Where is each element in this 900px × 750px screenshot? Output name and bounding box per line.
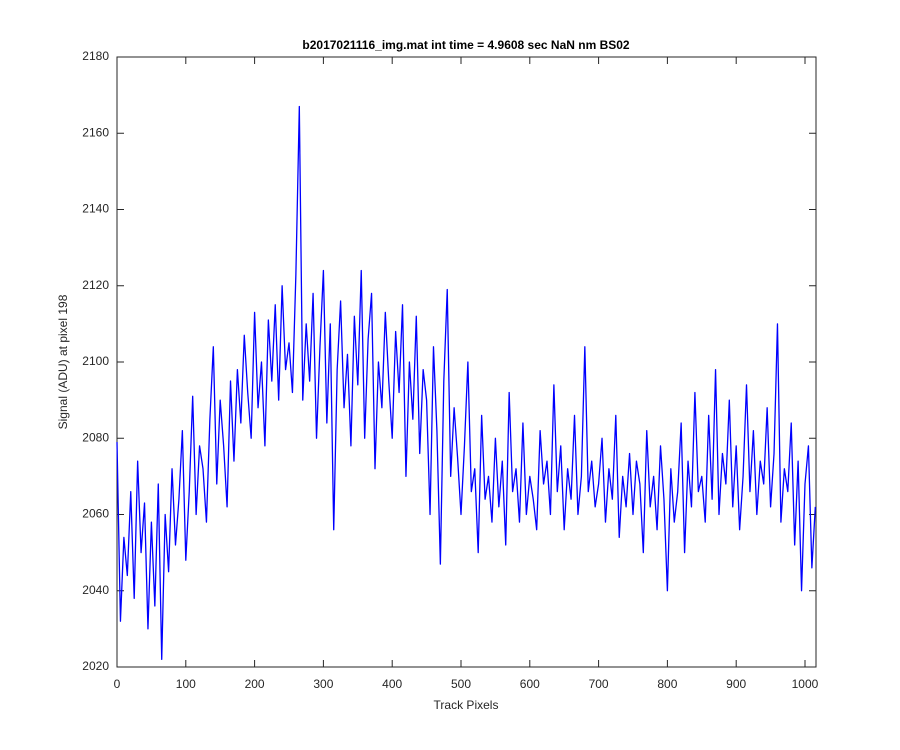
y-tick-label: 2060 <box>82 507 109 521</box>
x-tick-label: 600 <box>520 677 540 691</box>
y-tick-label: 2080 <box>82 430 109 444</box>
y-tick-label: 2020 <box>82 659 109 673</box>
x-axis-label: Track Pixels <box>434 698 499 712</box>
y-tick-label: 2100 <box>82 354 109 368</box>
y-tick-label: 2120 <box>82 278 109 292</box>
x-tick-label: 800 <box>657 677 677 691</box>
x-tick-label: 1000 <box>792 677 819 691</box>
y-tick-label: 2160 <box>82 125 109 139</box>
x-tick-label: 900 <box>726 677 746 691</box>
plot-frame <box>116 56 817 668</box>
x-tick-label: 300 <box>313 677 333 691</box>
x-tick-label: 200 <box>245 677 265 691</box>
y-tick-label: 2140 <box>82 202 109 216</box>
x-tick-label: 100 <box>176 677 196 691</box>
y-tick-label: 2180 <box>82 49 109 63</box>
x-tick-label: 500 <box>451 677 471 691</box>
x-tick-label: 0 <box>114 677 121 691</box>
y-tick-label: 2040 <box>82 583 109 597</box>
chart-title: b2017021116_img.mat int time = 4.9608 se… <box>302 38 630 52</box>
x-tick-label: 700 <box>589 677 609 691</box>
y-axis-label: Signal (ADU) at pixel 198 <box>56 294 70 429</box>
data-line <box>116 105 816 661</box>
x-tick-label: 400 <box>382 677 402 691</box>
